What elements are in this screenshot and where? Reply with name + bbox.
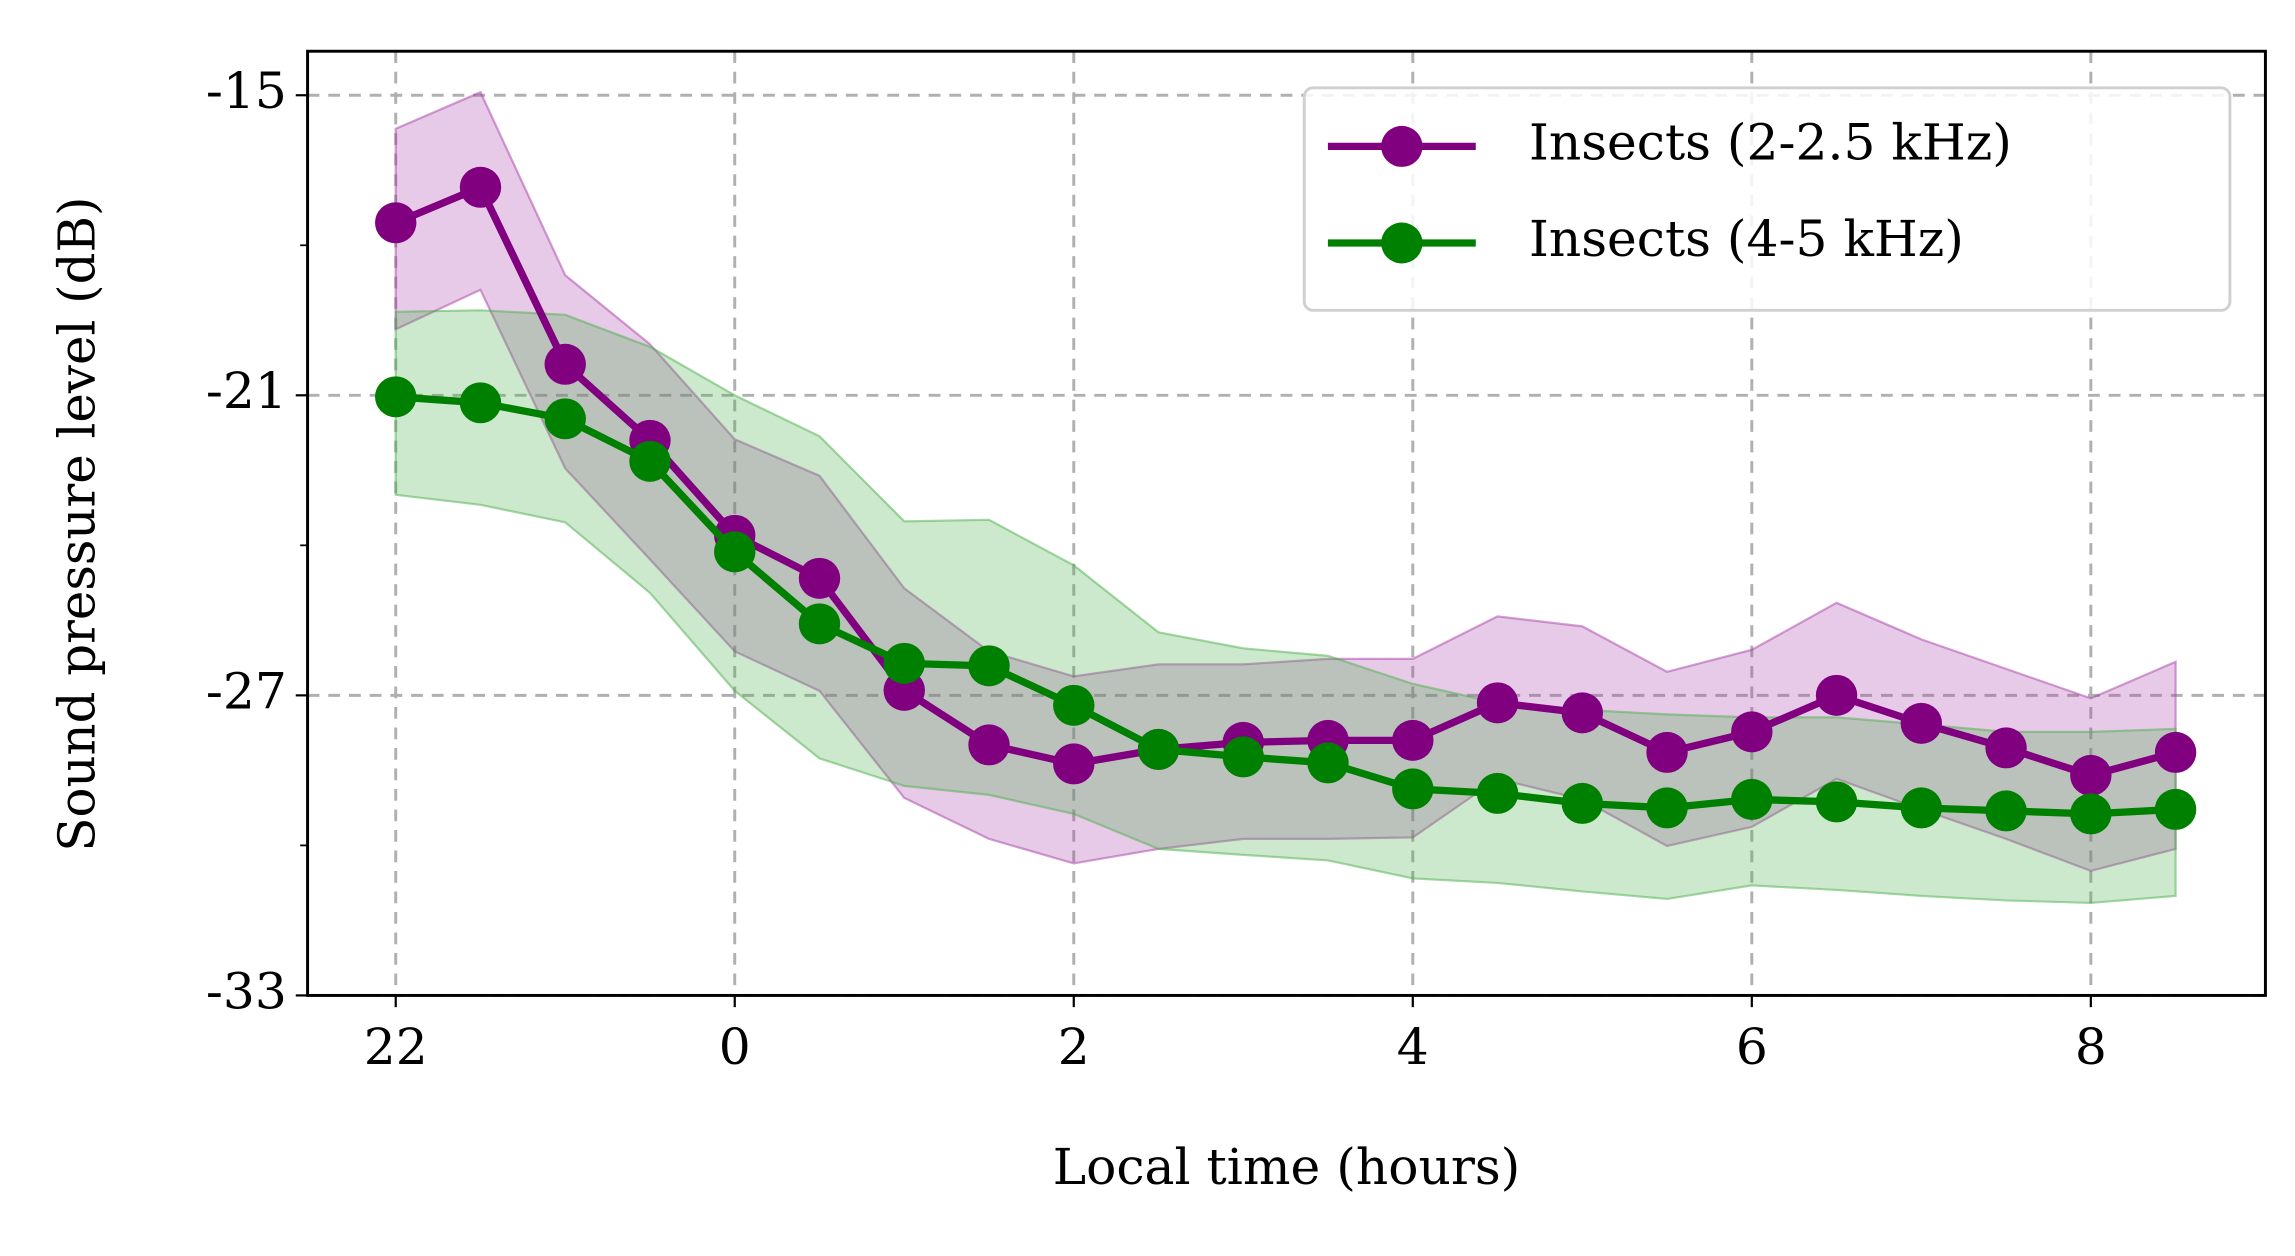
data-point	[2070, 793, 2112, 835]
data-point	[459, 382, 502, 424]
series-line	[394, 182, 2177, 780]
x-tick-label: 4	[1397, 1018, 1429, 1076]
legend-box	[1302, 86, 2232, 312]
x-tick-label: 6	[1736, 1018, 1768, 1076]
legend-label: Insects (2-2.5 kHz)	[1529, 114, 2012, 172]
data-point	[544, 398, 586, 440]
data-point	[798, 603, 841, 645]
y-tick-label: -21	[206, 362, 287, 420]
data-point	[1561, 692, 1603, 734]
y-tick-label: -15	[206, 62, 287, 120]
data-point	[883, 642, 925, 684]
y-tick-label: -33	[206, 963, 287, 1021]
data-point	[629, 440, 671, 482]
data-point	[1137, 728, 1180, 770]
data-point	[714, 531, 756, 573]
data-point	[1646, 787, 1688, 829]
y-tick-label: -27	[206, 663, 287, 721]
data-point	[375, 376, 417, 418]
data-point	[1053, 684, 1095, 726]
data-point	[968, 724, 1010, 766]
data-point	[2154, 788, 2197, 830]
legend: Insects (2-2.5 kHz) Insects (4-5 kHz)	[1302, 86, 2232, 312]
data-point	[798, 557, 841, 599]
legend-label: Insects (4-5 kHz)	[1529, 210, 1964, 268]
y-axis-label: Sound pressure level (dB)	[48, 197, 106, 852]
x-tick-label: 8	[2075, 1018, 2107, 1076]
data-point	[2154, 731, 2197, 773]
data-point	[544, 343, 586, 385]
legend-marker	[1381, 125, 1423, 167]
data-point	[1053, 743, 1095, 785]
data-point	[1561, 782, 1603, 824]
series-line	[395, 393, 2176, 818]
error-band	[394, 309, 2177, 905]
x-tick-label: 2	[1058, 1018, 1090, 1076]
data-point	[1900, 702, 1943, 744]
data-point	[459, 166, 502, 208]
data-point	[2070, 754, 2112, 796]
data-point	[1476, 682, 1519, 724]
plot-frame	[306, 49, 2267, 997]
data-point	[1392, 719, 1434, 761]
legend-marker	[1381, 222, 1423, 264]
data-point	[1731, 711, 1773, 753]
data-point	[1646, 731, 1688, 773]
data-point	[1476, 772, 1519, 814]
data-point	[1815, 674, 1858, 716]
data-point	[1222, 736, 1264, 778]
data-point	[1731, 778, 1773, 820]
data-point	[968, 645, 1010, 687]
data-point	[375, 202, 417, 244]
data-point	[1900, 787, 1943, 829]
data-point	[1985, 727, 2027, 769]
data-point	[1985, 790, 2027, 832]
data-point	[1307, 742, 1349, 784]
x-axis-label: Local time (hours)	[1053, 1138, 1521, 1196]
x-tick-label: 22	[364, 1018, 428, 1076]
data-point	[1392, 768, 1434, 810]
x-tick-label: 0	[719, 1018, 751, 1076]
data-point	[1815, 781, 1858, 823]
